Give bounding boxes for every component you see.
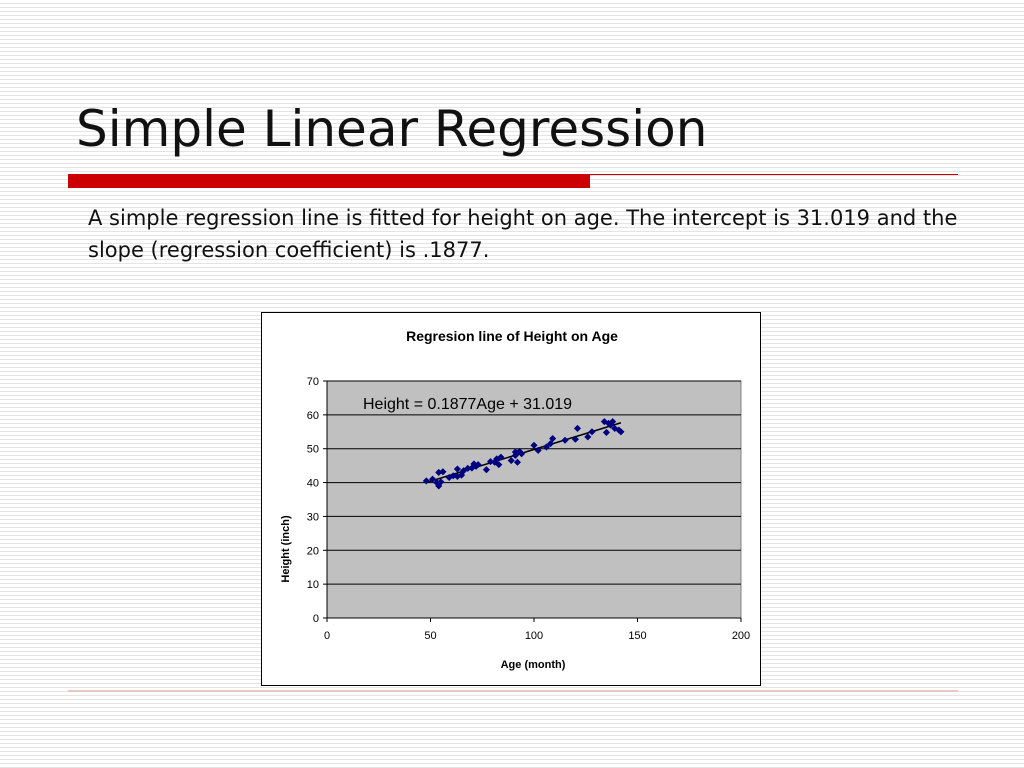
data-point: [548, 434, 557, 443]
data-point: [513, 458, 522, 466]
y-tick-label: 20: [307, 545, 319, 557]
y-tick-label: 50: [307, 444, 319, 456]
data-point: [453, 465, 462, 473]
data-point: [609, 417, 617, 426]
y-tick-label: 40: [307, 478, 319, 490]
y-axis-label: Height (inch): [280, 515, 292, 583]
x-tick-label: 100: [525, 630, 543, 642]
footer-divider: [68, 690, 958, 692]
y-tick-label: 60: [307, 410, 319, 422]
data-point: [530, 441, 538, 449]
y-tick-label: 0: [313, 613, 319, 625]
data-point: [546, 439, 555, 448]
slide-title: Simple Linear Regression: [76, 100, 708, 158]
plot-area-group: 0 10 20 30 40 50 60 70 0 50 100 150 200: [307, 376, 750, 642]
data-point: [507, 456, 515, 465]
data-point: [617, 428, 625, 436]
data-point: [497, 453, 505, 461]
x-tick-label: 200: [732, 630, 750, 642]
title-divider-thick: [68, 174, 590, 188]
slide-body-text: A simple regression line is fitted for h…: [88, 206, 958, 262]
title-divider: [68, 174, 958, 188]
y-tick-label: 70: [307, 376, 319, 388]
data-point: [573, 424, 582, 433]
data-point: [584, 433, 592, 441]
data-point: [542, 443, 551, 451]
y-tick-label: 10: [307, 579, 319, 591]
data-point: [602, 428, 611, 437]
title-divider-thin: [590, 174, 958, 175]
data-point: [561, 436, 569, 444]
data-point: [482, 466, 491, 474]
data-point: [571, 435, 580, 443]
data-point: [439, 468, 447, 476]
data-point: [517, 450, 526, 458]
y-tick-label: 30: [307, 511, 319, 523]
data-point: [534, 446, 542, 455]
data-point: [449, 472, 457, 480]
data-point: [495, 460, 503, 469]
data-point: [437, 478, 445, 486]
x-axis-label: Age (month): [501, 659, 566, 671]
x-tick-label: 50: [424, 630, 436, 642]
x-tick-label: 150: [628, 630, 646, 642]
data-point: [428, 475, 437, 483]
plot-area: [326, 380, 742, 619]
data-point: [588, 428, 596, 436]
regression-equation-annotation: Height = 0.1877Age + 31.019: [363, 396, 572, 413]
scatter-chart: Regresion line of Height on Age 0 10 20 30 4…: [261, 312, 761, 686]
chart-svg: Regresion line of Height on Age 0 10 20 30 4…: [280, 328, 750, 671]
x-tick-label: 0: [324, 630, 330, 642]
chart-title: Regresion line of Height on Age: [406, 328, 618, 344]
data-point: [422, 477, 431, 485]
data-point: [474, 460, 482, 469]
